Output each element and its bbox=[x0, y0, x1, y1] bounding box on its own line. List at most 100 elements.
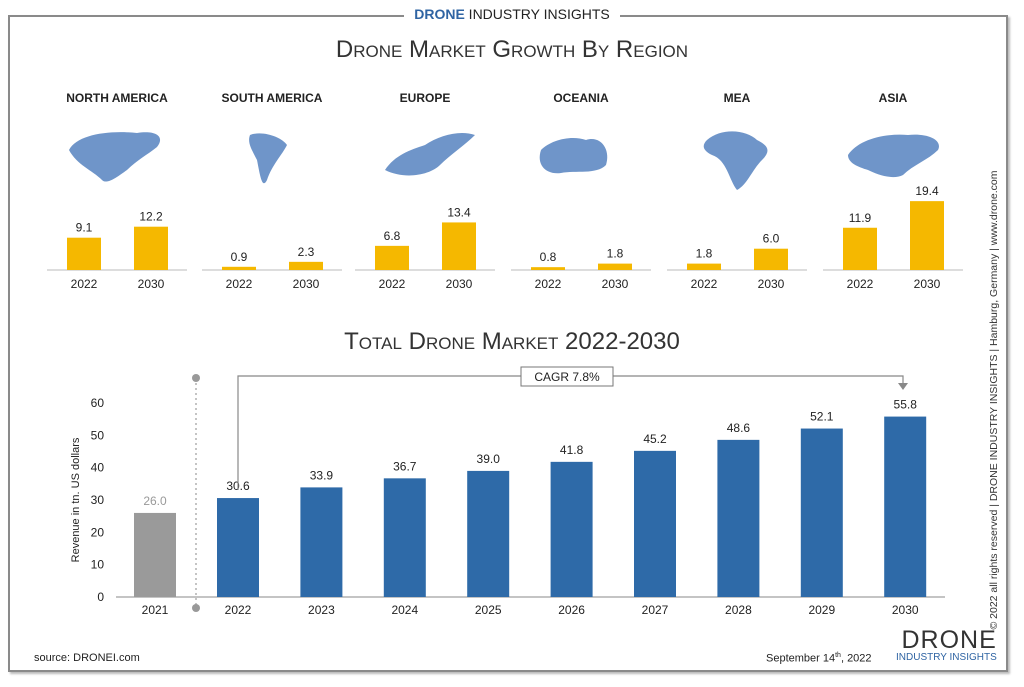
total-bar-2029 bbox=[800, 428, 843, 597]
region-bar-value: 12.2 bbox=[139, 210, 163, 224]
y-tick-label: 50 bbox=[91, 428, 105, 442]
total-chart-title: Total Drone Market 2022-2030 bbox=[344, 328, 680, 355]
logo-top: DRONE bbox=[901, 626, 997, 654]
region-map-icon bbox=[848, 134, 939, 178]
total-bar-2024 bbox=[383, 478, 426, 597]
region-bar bbox=[843, 227, 877, 270]
region-bar-value: 19.4 bbox=[915, 184, 939, 198]
region-bar-value: 1.8 bbox=[696, 247, 713, 261]
region-year-label: 2030 bbox=[602, 277, 629, 291]
region-year-label: 2022 bbox=[71, 277, 98, 291]
x-tick-label: 2030 bbox=[892, 603, 919, 617]
region-year-label: 2030 bbox=[293, 277, 320, 291]
region-name-oceania: OCEANIA bbox=[553, 91, 609, 105]
region-bar-value: 6.0 bbox=[763, 232, 780, 246]
region-year-label: 2030 bbox=[758, 277, 785, 291]
total-bar-2022 bbox=[217, 498, 259, 597]
region-bar-value: 0.8 bbox=[540, 250, 557, 264]
region-bar bbox=[375, 245, 409, 270]
region-name-mea: MEA bbox=[724, 91, 751, 105]
y-tick-label: 60 bbox=[91, 396, 105, 410]
region-bar bbox=[910, 201, 944, 270]
x-tick-label: 2024 bbox=[391, 603, 418, 617]
region-bar bbox=[289, 261, 323, 270]
divider-dot-top bbox=[192, 374, 200, 382]
y-tick-label: 10 bbox=[91, 558, 105, 572]
region-chart-title: Drone Market Growth By Region bbox=[335, 36, 689, 63]
brand-rest: INDUSTRY INSIGHTS bbox=[464, 6, 610, 22]
date-sup: th bbox=[835, 652, 841, 659]
region-bar bbox=[687, 263, 721, 270]
y-tick-label: 30 bbox=[91, 493, 105, 507]
region-bar bbox=[222, 266, 256, 270]
copyright-side-text: © 2022 all rights reserved | DRONE INDUS… bbox=[988, 170, 1000, 630]
y-tick-label: 40 bbox=[91, 461, 105, 475]
region-name-asia: ASIA bbox=[879, 91, 908, 105]
region-bar bbox=[442, 222, 476, 270]
x-tick-label: 2028 bbox=[725, 603, 752, 617]
region-bar-value: 2.3 bbox=[298, 245, 315, 259]
total-bar-2021 bbox=[134, 512, 176, 597]
region-year-label: 2030 bbox=[446, 277, 473, 291]
total-bar-value: 45.2 bbox=[643, 432, 667, 446]
x-tick-label: 2026 bbox=[558, 603, 585, 617]
region-bar bbox=[134, 226, 168, 270]
total-bar-value: 36.7 bbox=[393, 459, 417, 473]
y-axis-label: Revenue in tn. US dollars bbox=[70, 437, 82, 562]
region-map-icon bbox=[69, 132, 161, 182]
region-bar-value: 1.8 bbox=[607, 247, 624, 261]
region-bar-value: 0.9 bbox=[231, 250, 248, 264]
total-bar-2027 bbox=[634, 450, 676, 597]
divider-dot-bottom bbox=[192, 604, 200, 612]
region-year-label: 2022 bbox=[226, 277, 253, 291]
y-tick-label: 20 bbox=[91, 525, 105, 539]
x-tick-label: 2029 bbox=[808, 603, 835, 617]
region-year-label: 2030 bbox=[138, 277, 165, 291]
total-bar-value: 55.8 bbox=[894, 398, 918, 412]
total-bar-2030 bbox=[884, 416, 927, 597]
region-bar-value: 9.1 bbox=[76, 221, 93, 235]
region-map-icon bbox=[385, 133, 475, 176]
region-year-label: 2022 bbox=[535, 277, 562, 291]
date-year: , 2022 bbox=[840, 652, 872, 665]
x-tick-label: 2027 bbox=[642, 603, 669, 617]
cagr-arrow-icon bbox=[898, 383, 908, 390]
region-bar-value: 6.8 bbox=[384, 229, 401, 243]
region-map-icon bbox=[703, 131, 768, 190]
region-bar bbox=[67, 237, 101, 270]
region-bar bbox=[531, 267, 565, 270]
x-tick-label: 2022 bbox=[225, 603, 252, 617]
region-map-icon bbox=[249, 133, 287, 184]
total-bar-2028 bbox=[717, 439, 760, 597]
total-bar-2025 bbox=[467, 470, 510, 597]
region-year-label: 2022 bbox=[691, 277, 718, 291]
total-bar-value: 48.6 bbox=[727, 421, 751, 435]
region-year-label: 2022 bbox=[847, 277, 874, 291]
cagr-label-box bbox=[520, 366, 614, 387]
region-name-north-america: NORTH AMERICA bbox=[66, 91, 168, 105]
region-bar-value: 13.4 bbox=[447, 205, 471, 219]
x-tick-label: 2025 bbox=[475, 603, 502, 617]
cagr-label: CAGR 7.8% bbox=[534, 370, 600, 384]
logo: DRONE INDUSTRY INSIGHTS bbox=[896, 626, 997, 664]
region-bar bbox=[754, 248, 788, 270]
region-bar bbox=[598, 263, 632, 270]
date-text: September 14th, 2022 bbox=[766, 652, 872, 665]
date-main: September 14 bbox=[766, 652, 836, 665]
total-bar-value: 52.1 bbox=[810, 410, 834, 424]
total-bar-2026 bbox=[550, 461, 593, 597]
x-tick-label: 2023 bbox=[308, 603, 335, 617]
x-tick-label: 2021 bbox=[142, 603, 169, 617]
logo-bottom: INDUSTRY INSIGHTS bbox=[896, 652, 997, 663]
region-year-label: 2030 bbox=[914, 277, 941, 291]
header-brand: DRONE INDUSTRY INSIGHTS bbox=[0, 6, 1024, 22]
region-map-icon bbox=[539, 138, 608, 174]
y-tick-label: 0 bbox=[97, 590, 104, 604]
region-bar-value: 11.9 bbox=[849, 211, 872, 225]
region-name-europe: EUROPE bbox=[400, 91, 451, 105]
region-name-south-america: SOUTH AMERICA bbox=[222, 91, 323, 105]
total-bar-2023 bbox=[300, 487, 343, 597]
total-bar-value: 33.9 bbox=[310, 468, 334, 482]
total-bar-value: 26.0 bbox=[143, 494, 167, 508]
